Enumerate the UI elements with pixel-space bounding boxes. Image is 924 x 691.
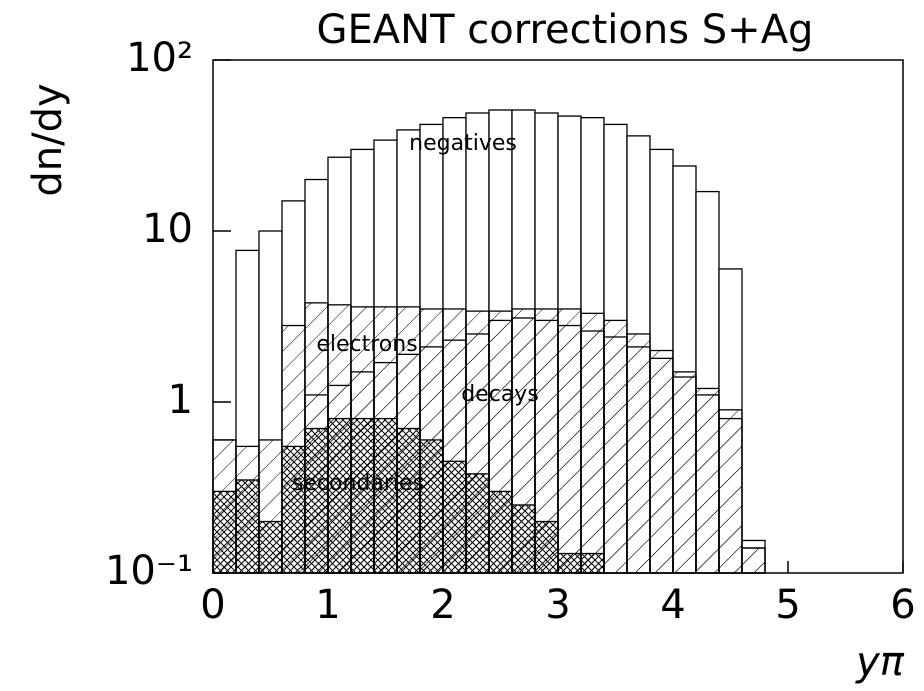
x-tick-label: 5: [775, 582, 800, 628]
histogram-bar: [281, 445, 306, 574]
y-tick-label: 1: [168, 377, 193, 423]
y-axis-label: dn/dy: [25, 83, 71, 196]
x-tick-label: 3: [545, 582, 570, 628]
histogram-bar: [718, 409, 743, 574]
chart-title: GEANT corrections S+Ag: [317, 7, 814, 53]
x-tick-label: 2: [430, 582, 455, 628]
histogram-bar: [511, 504, 536, 574]
histogram-bar: [580, 552, 605, 574]
histogram-bar: [442, 460, 467, 574]
histogram-bar: [396, 427, 421, 574]
histogram-bar: [557, 324, 582, 574]
series-label: decays: [461, 382, 539, 407]
histogram-bar: [580, 330, 605, 574]
x-tick-label: 4: [660, 582, 685, 628]
histogram-bar: [212, 490, 237, 574]
x-tick-label: 1: [315, 582, 340, 628]
y-tick-label: 10⁻¹: [105, 548, 193, 594]
histogram-bar: [741, 547, 766, 574]
histogram-bar: [419, 439, 444, 574]
histogram-bar: [304, 427, 329, 574]
series-label: secondaries: [292, 471, 424, 496]
histogram-bar: [603, 336, 628, 574]
histogram-bar: [649, 357, 674, 574]
series-label: electrons: [316, 332, 417, 357]
histogram-bar: [534, 520, 559, 574]
histogram-bar: [695, 394, 720, 574]
histogram-bar: [465, 473, 490, 574]
histogram-bar: [488, 490, 513, 574]
histogram-bar: [626, 346, 651, 574]
histogram-bar: [258, 520, 283, 574]
x-tick-label: 0: [200, 582, 225, 628]
y-tick-label: 10²: [126, 35, 193, 81]
histogram-bar: [672, 376, 697, 574]
y-tick-label: 10: [142, 206, 193, 252]
histogram-bar: [557, 552, 582, 574]
x-axis-label: yπ: [855, 639, 905, 685]
x-tick-label: 6: [890, 582, 915, 628]
series-label: negatives: [409, 131, 517, 156]
histogram-bar: [235, 479, 260, 574]
